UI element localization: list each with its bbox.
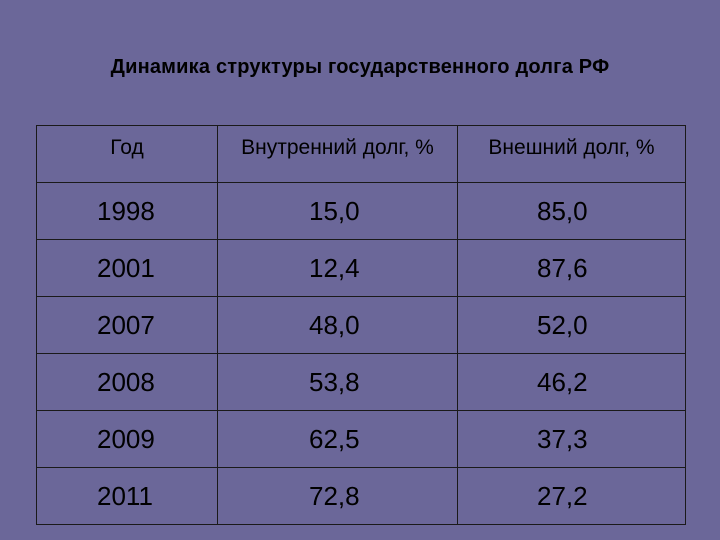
- domestic-debt-cell: 53,8: [217, 353, 458, 411]
- table-row: 2009 62,5 37,3: [36, 410, 686, 468]
- external-debt-cell: 37,3: [457, 410, 686, 468]
- column-header-year: Год: [36, 125, 218, 183]
- external-debt-cell: 87,6: [457, 239, 686, 297]
- table-row: 2001 12,4 87,6: [36, 239, 686, 297]
- domestic-debt-cell: 72,8: [217, 467, 458, 525]
- table-row: 2008 53,8 46,2: [36, 353, 686, 411]
- domestic-debt-cell: 15,0: [217, 182, 458, 240]
- year-cell: 2007: [36, 296, 218, 354]
- year-cell: 2009: [36, 410, 218, 468]
- year-cell: 2011: [36, 467, 218, 525]
- year-cell: 1998: [36, 182, 218, 240]
- column-header-domestic-debt: Внутренний долг, %: [217, 125, 458, 183]
- debt-structure-table: Год Внутренний долг, % Внешний долг, % 1…: [36, 125, 686, 525]
- table-row: 2007 48,0 52,0: [36, 296, 686, 354]
- table-title: Динамика структуры государственного долг…: [110, 56, 610, 78]
- year-cell: 2008: [36, 353, 218, 411]
- domestic-debt-cell: 48,0: [217, 296, 458, 354]
- header-row: Год Внутренний долг, % Внешний долг, %: [36, 125, 686, 183]
- external-debt-cell: 85,0: [457, 182, 686, 240]
- year-cell: 2001: [36, 239, 218, 297]
- column-header-external-debt: Внешний долг, %: [457, 125, 686, 183]
- external-debt-cell: 52,0: [457, 296, 686, 354]
- external-debt-cell: 46,2: [457, 353, 686, 411]
- domestic-debt-cell: 12,4: [217, 239, 458, 297]
- table-row: 2011 72,8 27,2: [36, 467, 686, 525]
- table-row: 1998 15,0 85,0: [36, 182, 686, 240]
- domestic-debt-cell: 62,5: [217, 410, 458, 468]
- external-debt-cell: 27,2: [457, 467, 686, 525]
